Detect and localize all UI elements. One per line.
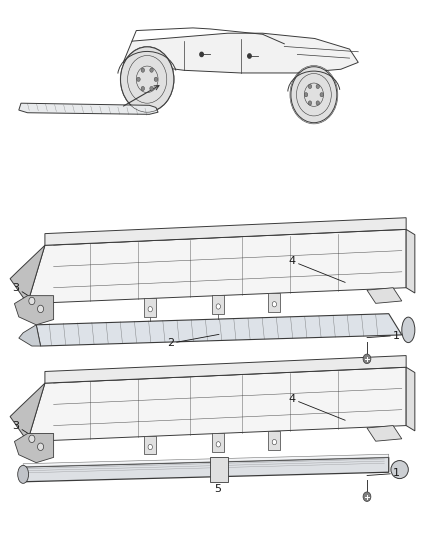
Ellipse shape (402, 317, 415, 343)
Circle shape (150, 68, 153, 72)
Polygon shape (14, 433, 53, 463)
Circle shape (29, 435, 35, 442)
Ellipse shape (272, 302, 276, 307)
Text: 4: 4 (289, 394, 345, 420)
Polygon shape (144, 298, 156, 317)
Polygon shape (10, 383, 45, 441)
Polygon shape (23, 457, 389, 482)
Polygon shape (36, 314, 402, 346)
Text: 2: 2 (167, 334, 219, 349)
Circle shape (308, 84, 312, 88)
Circle shape (154, 77, 158, 82)
Text: 3: 3 (12, 282, 34, 300)
Text: 3: 3 (12, 421, 34, 437)
Circle shape (363, 354, 371, 364)
Ellipse shape (391, 461, 408, 479)
Circle shape (291, 67, 337, 123)
Polygon shape (45, 356, 406, 383)
Circle shape (248, 54, 251, 58)
Polygon shape (406, 229, 415, 293)
Polygon shape (23, 454, 389, 467)
Circle shape (141, 86, 145, 91)
Text: 1: 1 (367, 469, 400, 478)
Circle shape (363, 492, 371, 502)
Polygon shape (28, 367, 406, 441)
Circle shape (150, 86, 153, 91)
Ellipse shape (148, 445, 152, 450)
Ellipse shape (216, 304, 220, 309)
Polygon shape (123, 33, 358, 73)
Polygon shape (19, 325, 41, 346)
Polygon shape (45, 217, 406, 245)
Polygon shape (268, 293, 280, 312)
Text: 4: 4 (289, 256, 345, 282)
Circle shape (304, 93, 308, 97)
Ellipse shape (18, 465, 28, 483)
Polygon shape (144, 436, 156, 455)
Polygon shape (367, 425, 402, 441)
Ellipse shape (272, 439, 276, 445)
Polygon shape (212, 433, 224, 452)
Polygon shape (10, 245, 45, 304)
Circle shape (320, 93, 323, 97)
Polygon shape (367, 288, 402, 303)
Circle shape (137, 77, 140, 82)
Circle shape (316, 84, 320, 88)
Circle shape (38, 443, 44, 450)
Ellipse shape (216, 442, 220, 447)
Polygon shape (268, 431, 280, 449)
Circle shape (120, 47, 174, 112)
Circle shape (308, 101, 312, 105)
Polygon shape (19, 103, 158, 114)
Text: 1: 1 (367, 330, 400, 341)
Polygon shape (212, 295, 224, 314)
Circle shape (316, 101, 320, 105)
Polygon shape (14, 296, 53, 325)
Circle shape (200, 52, 203, 56)
Bar (210, 457, 228, 482)
Circle shape (141, 68, 145, 72)
Text: 5: 5 (215, 474, 222, 494)
Polygon shape (28, 229, 406, 304)
Polygon shape (406, 367, 415, 431)
Circle shape (29, 297, 35, 305)
Ellipse shape (148, 306, 152, 312)
Circle shape (38, 305, 44, 313)
